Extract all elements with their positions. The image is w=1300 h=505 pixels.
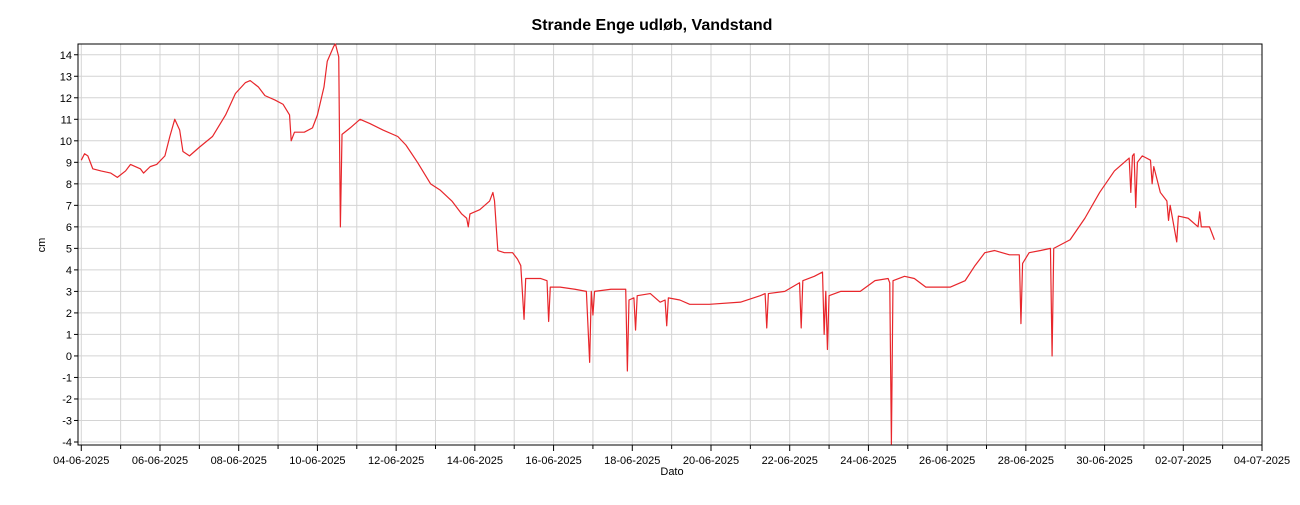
x-tick-label: 18-06-2025 (604, 455, 660, 467)
x-tick-label: 24-06-2025 (840, 455, 896, 467)
y-tick-label: -3 (62, 415, 72, 427)
y-tick-label: 4 (66, 265, 72, 277)
x-tick-label: 10-06-2025 (289, 455, 345, 467)
y-tick-label: 3 (66, 286, 72, 298)
x-tick-label: 26-06-2025 (919, 455, 975, 467)
y-tick-label: -2 (62, 394, 72, 406)
x-tick-label: 20-06-2025 (683, 455, 739, 467)
x-tick-label: 30-06-2025 (1076, 455, 1132, 467)
x-tick-label: 08-06-2025 (211, 455, 267, 467)
y-tick-label: 12 (60, 93, 72, 105)
y-tick-label: -1 (62, 372, 72, 384)
chart-title: Strande Enge udløb, Vandstand (532, 17, 773, 34)
x-tick-label: 02-07-2025 (1155, 455, 1211, 467)
data-line (80, 43, 1216, 445)
x-tick-label: 04-07-2025 (1234, 455, 1290, 467)
x-tick-label: 06-06-2025 (132, 455, 188, 467)
y-tick-label: -4 (62, 437, 72, 449)
x-tick-label: 16-06-2025 (525, 455, 581, 467)
x-tick-label: 14-06-2025 (447, 455, 503, 467)
y-tick-label: 10 (60, 136, 72, 148)
y-tick-label: 6 (66, 222, 72, 234)
y-tick-label: 14 (60, 50, 72, 62)
y-tick-label: 0 (66, 351, 72, 363)
y-tick-label: 9 (66, 157, 72, 169)
y-tick-label: 13 (60, 71, 72, 83)
y-tick-label: 11 (61, 114, 72, 126)
y-tick-label: 2 (66, 308, 72, 320)
y-tick-label: 8 (66, 179, 72, 191)
x-axis-label: Dato (660, 466, 683, 478)
y-tick-label: 7 (66, 200, 72, 212)
x-tick-label: 12-06-2025 (368, 455, 424, 467)
y-tick-label: 1 (66, 329, 72, 341)
y-tick-label: 5 (66, 243, 72, 255)
x-tick-label: 22-06-2025 (762, 455, 818, 467)
x-tick-label: 04-06-2025 (53, 455, 109, 467)
x-tick-label: 28-06-2025 (998, 455, 1054, 467)
y-axis-label: cm (36, 238, 48, 253)
plot-frame (77, 43, 1263, 446)
